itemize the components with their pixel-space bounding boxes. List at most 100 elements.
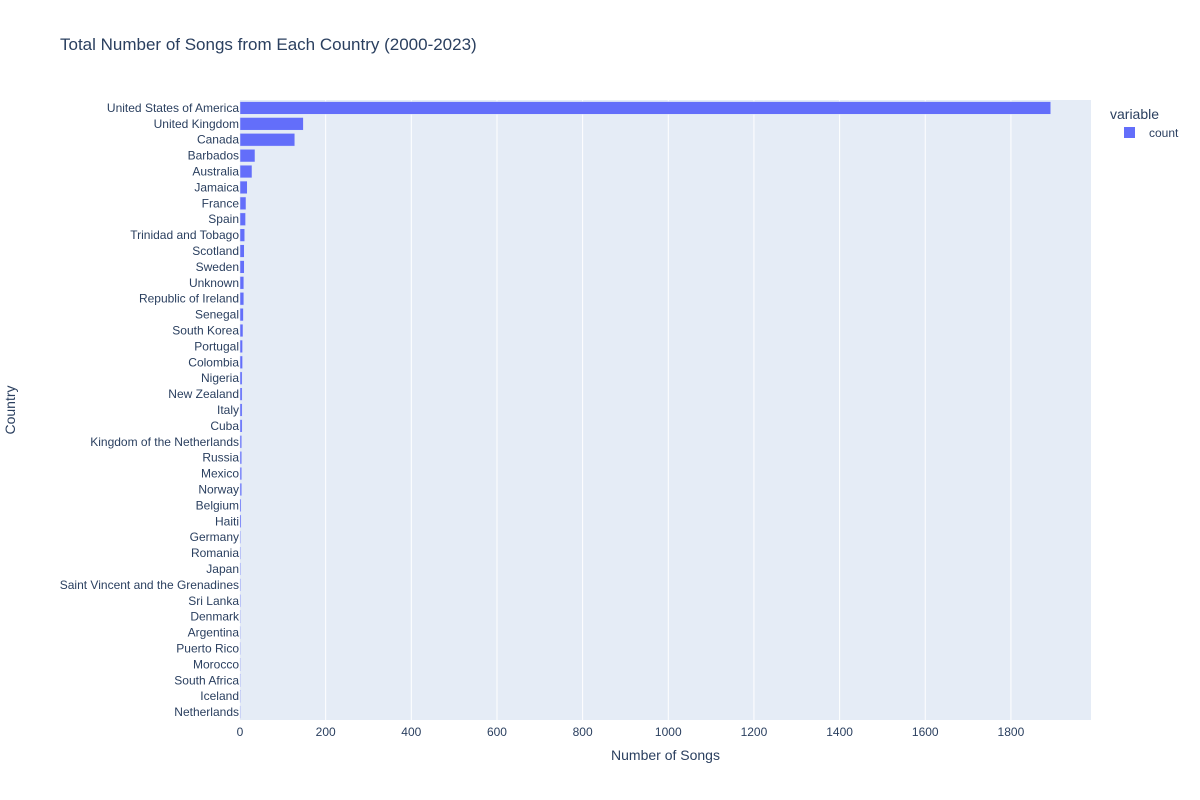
y-tick-label: Republic of Ireland — [139, 292, 239, 306]
y-tick-label: Germany — [190, 530, 239, 544]
x-axis-title: Number of Songs — [611, 747, 720, 763]
y-tick-label: Puerto Rico — [176, 641, 239, 655]
x-tick-label: 1200 — [741, 725, 768, 739]
y-tick-label: Denmark — [190, 610, 240, 624]
y-tick-label: South Korea — [172, 324, 239, 338]
y-tick-label: Canada — [197, 133, 239, 147]
gridlines — [325, 100, 1012, 720]
y-tick-label: Iceland — [200, 689, 239, 703]
y-tick-label: Scotland — [192, 244, 239, 258]
y-tick-label: Norway — [198, 482, 239, 496]
chart-title: Total Number of Songs from Each Country … — [60, 35, 477, 54]
bar[interactable] — [239, 419, 243, 433]
bar[interactable] — [239, 180, 248, 195]
legend-swatch[interactable] — [1124, 127, 1135, 138]
bar[interactable] — [239, 482, 242, 497]
bar[interactable] — [239, 705, 241, 719]
bar[interactable] — [239, 387, 243, 401]
bar[interactable] — [239, 546, 242, 560]
bar[interactable] — [239, 466, 242, 481]
y-axis-ticks: United States of America United Kingdom Ca… — [60, 101, 240, 719]
bar[interactable] — [239, 514, 242, 528]
y-tick-label: Russia — [202, 451, 239, 465]
legend-label[interactable]: count — [1149, 126, 1179, 140]
y-tick-label: Jamaica — [194, 180, 239, 194]
y-tick-label: Senegal — [195, 308, 239, 322]
legend[interactable]: variable count — [1110, 106, 1179, 140]
y-tick-label: Portugal — [194, 339, 239, 353]
bar[interactable] — [239, 451, 242, 465]
y-tick-label: South Africa — [174, 673, 239, 687]
bar[interactable] — [239, 149, 256, 163]
bar[interactable] — [239, 323, 244, 338]
y-tick-label: Unknown — [189, 276, 239, 290]
y-axis-title: Country — [2, 385, 18, 434]
bar[interactable] — [239, 562, 242, 576]
y-tick-label: Spain — [208, 212, 239, 226]
bar[interactable] — [239, 196, 247, 210]
x-tick-label: 1400 — [826, 725, 853, 739]
y-tick-label: France — [202, 196, 240, 210]
y-tick-label: Mexico — [201, 467, 239, 481]
bar[interactable] — [239, 339, 243, 354]
bar[interactable] — [239, 133, 296, 147]
y-tick-label: Haiti — [215, 514, 239, 528]
y-tick-label: Nigeria — [201, 371, 239, 385]
bars — [239, 101, 1051, 719]
x-tick-label: 0 — [237, 725, 244, 739]
bar[interactable] — [239, 498, 242, 512]
x-tick-label: 1000 — [655, 725, 682, 739]
y-tick-label: Japan — [206, 562, 239, 576]
y-tick-label: Saint Vincent and the Grenadines — [60, 578, 239, 592]
bar[interactable] — [239, 530, 242, 544]
plot-area — [240, 100, 1091, 720]
y-tick-label: New Zealand — [168, 387, 239, 401]
bar[interactable] — [239, 244, 245, 258]
legend-title: variable — [1110, 106, 1159, 122]
bar[interactable] — [239, 435, 242, 449]
x-tick-label: 600 — [487, 725, 507, 739]
bar[interactable] — [239, 625, 241, 640]
bar[interactable] — [239, 673, 241, 687]
y-tick-label: Romania — [191, 546, 239, 560]
y-tick-label: Trinidad and Tobago — [130, 228, 239, 242]
y-tick-label: Argentina — [188, 626, 240, 640]
bar[interactable] — [239, 355, 243, 369]
bar[interactable] — [239, 371, 243, 385]
x-tick-label: 800 — [573, 725, 593, 739]
bar[interactable] — [239, 641, 241, 656]
bar[interactable] — [239, 594, 242, 608]
y-tick-label: Australia — [192, 165, 239, 179]
bar[interactable] — [239, 689, 241, 703]
bar[interactable] — [239, 260, 245, 274]
bar[interactable] — [239, 308, 244, 322]
y-tick-label: Barbados — [188, 149, 239, 163]
x-tick-label: 200 — [316, 725, 336, 739]
x-axis-ticks: 0 200 400 600 800 1000 1200 1400 1600 1800 — [237, 725, 1025, 739]
y-tick-label: Cuba — [210, 419, 239, 433]
y-tick-label: Netherlands — [174, 705, 239, 719]
bar[interactable] — [239, 164, 253, 179]
y-tick-label: United States of America — [107, 101, 239, 115]
y-tick-label: Kingdom of the Netherlands — [90, 435, 239, 449]
x-tick-label: 1800 — [998, 725, 1025, 739]
bar[interactable] — [239, 228, 245, 242]
bar[interactable] — [239, 101, 1051, 115]
bar[interactable] — [239, 578, 242, 592]
bar[interactable] — [239, 403, 243, 417]
x-tick-label: 400 — [401, 725, 421, 739]
y-tick-label: Italy — [217, 403, 239, 417]
y-tick-label: Colombia — [188, 355, 239, 369]
bar[interactable] — [239, 117, 304, 131]
y-tick-label: Sweden — [196, 260, 239, 274]
bar[interactable] — [239, 610, 241, 624]
x-tick-label: 1600 — [912, 725, 939, 739]
y-tick-label: Belgium — [196, 498, 239, 512]
y-tick-label: United Kingdom — [154, 117, 239, 131]
y-tick-label: Morocco — [193, 657, 239, 671]
bar[interactable] — [239, 292, 245, 306]
bar[interactable] — [239, 276, 245, 290]
bar[interactable] — [239, 212, 246, 226]
bar[interactable] — [239, 657, 241, 671]
